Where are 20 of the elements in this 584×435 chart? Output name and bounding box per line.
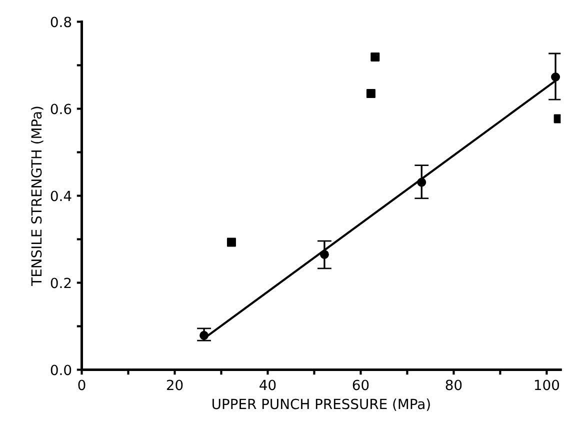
x-tick-label: 80 bbox=[446, 380, 462, 390]
y-tick-label: 0.2 bbox=[50, 278, 71, 288]
y-tick-label: 0.0 bbox=[50, 364, 72, 376]
point bbox=[417, 178, 426, 187]
point bbox=[366, 89, 376, 98]
point bbox=[226, 238, 236, 247]
point bbox=[320, 250, 329, 259]
point bbox=[370, 52, 380, 62]
y-tick-label: 0.6 bbox=[50, 104, 72, 114]
y-tick-label: 0.8 bbox=[50, 16, 72, 28]
x-tick-label: 100 bbox=[534, 380, 560, 390]
y-tick-label: 0.4 bbox=[50, 190, 72, 202]
x-tick-label: 0 bbox=[78, 380, 86, 390]
point bbox=[551, 72, 560, 82]
x-tick-label: 60 bbox=[352, 380, 369, 390]
y-axis-title: TENSILE STRENGTH (MPa) bbox=[30, 106, 44, 286]
x-tick-label: 20 bbox=[166, 380, 183, 390]
x-tick-label: 40 bbox=[260, 380, 276, 390]
point bbox=[200, 330, 209, 340]
x-axis-title: UPPER PUNCH PRESSURE (MPa) bbox=[212, 398, 430, 411]
